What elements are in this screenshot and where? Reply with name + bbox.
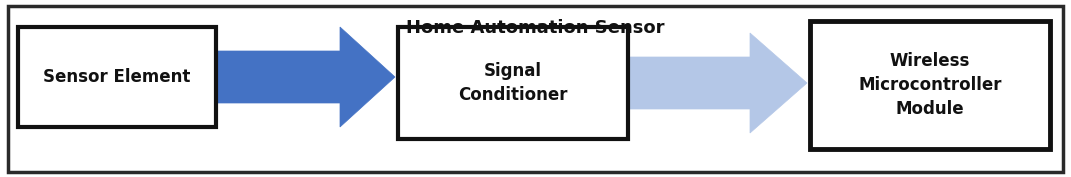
Polygon shape <box>630 33 808 133</box>
Text: Signal
Conditioner: Signal Conditioner <box>458 62 568 104</box>
Text: Sensor Element: Sensor Element <box>43 68 191 86</box>
Polygon shape <box>218 27 395 127</box>
Text: Wireless
Microcontroller
Module: Wireless Microcontroller Module <box>858 52 1001 118</box>
Text: Home Automation Sensor: Home Automation Sensor <box>406 19 665 37</box>
Bar <box>810 21 1050 149</box>
Bar <box>18 27 216 127</box>
Bar <box>398 27 628 139</box>
